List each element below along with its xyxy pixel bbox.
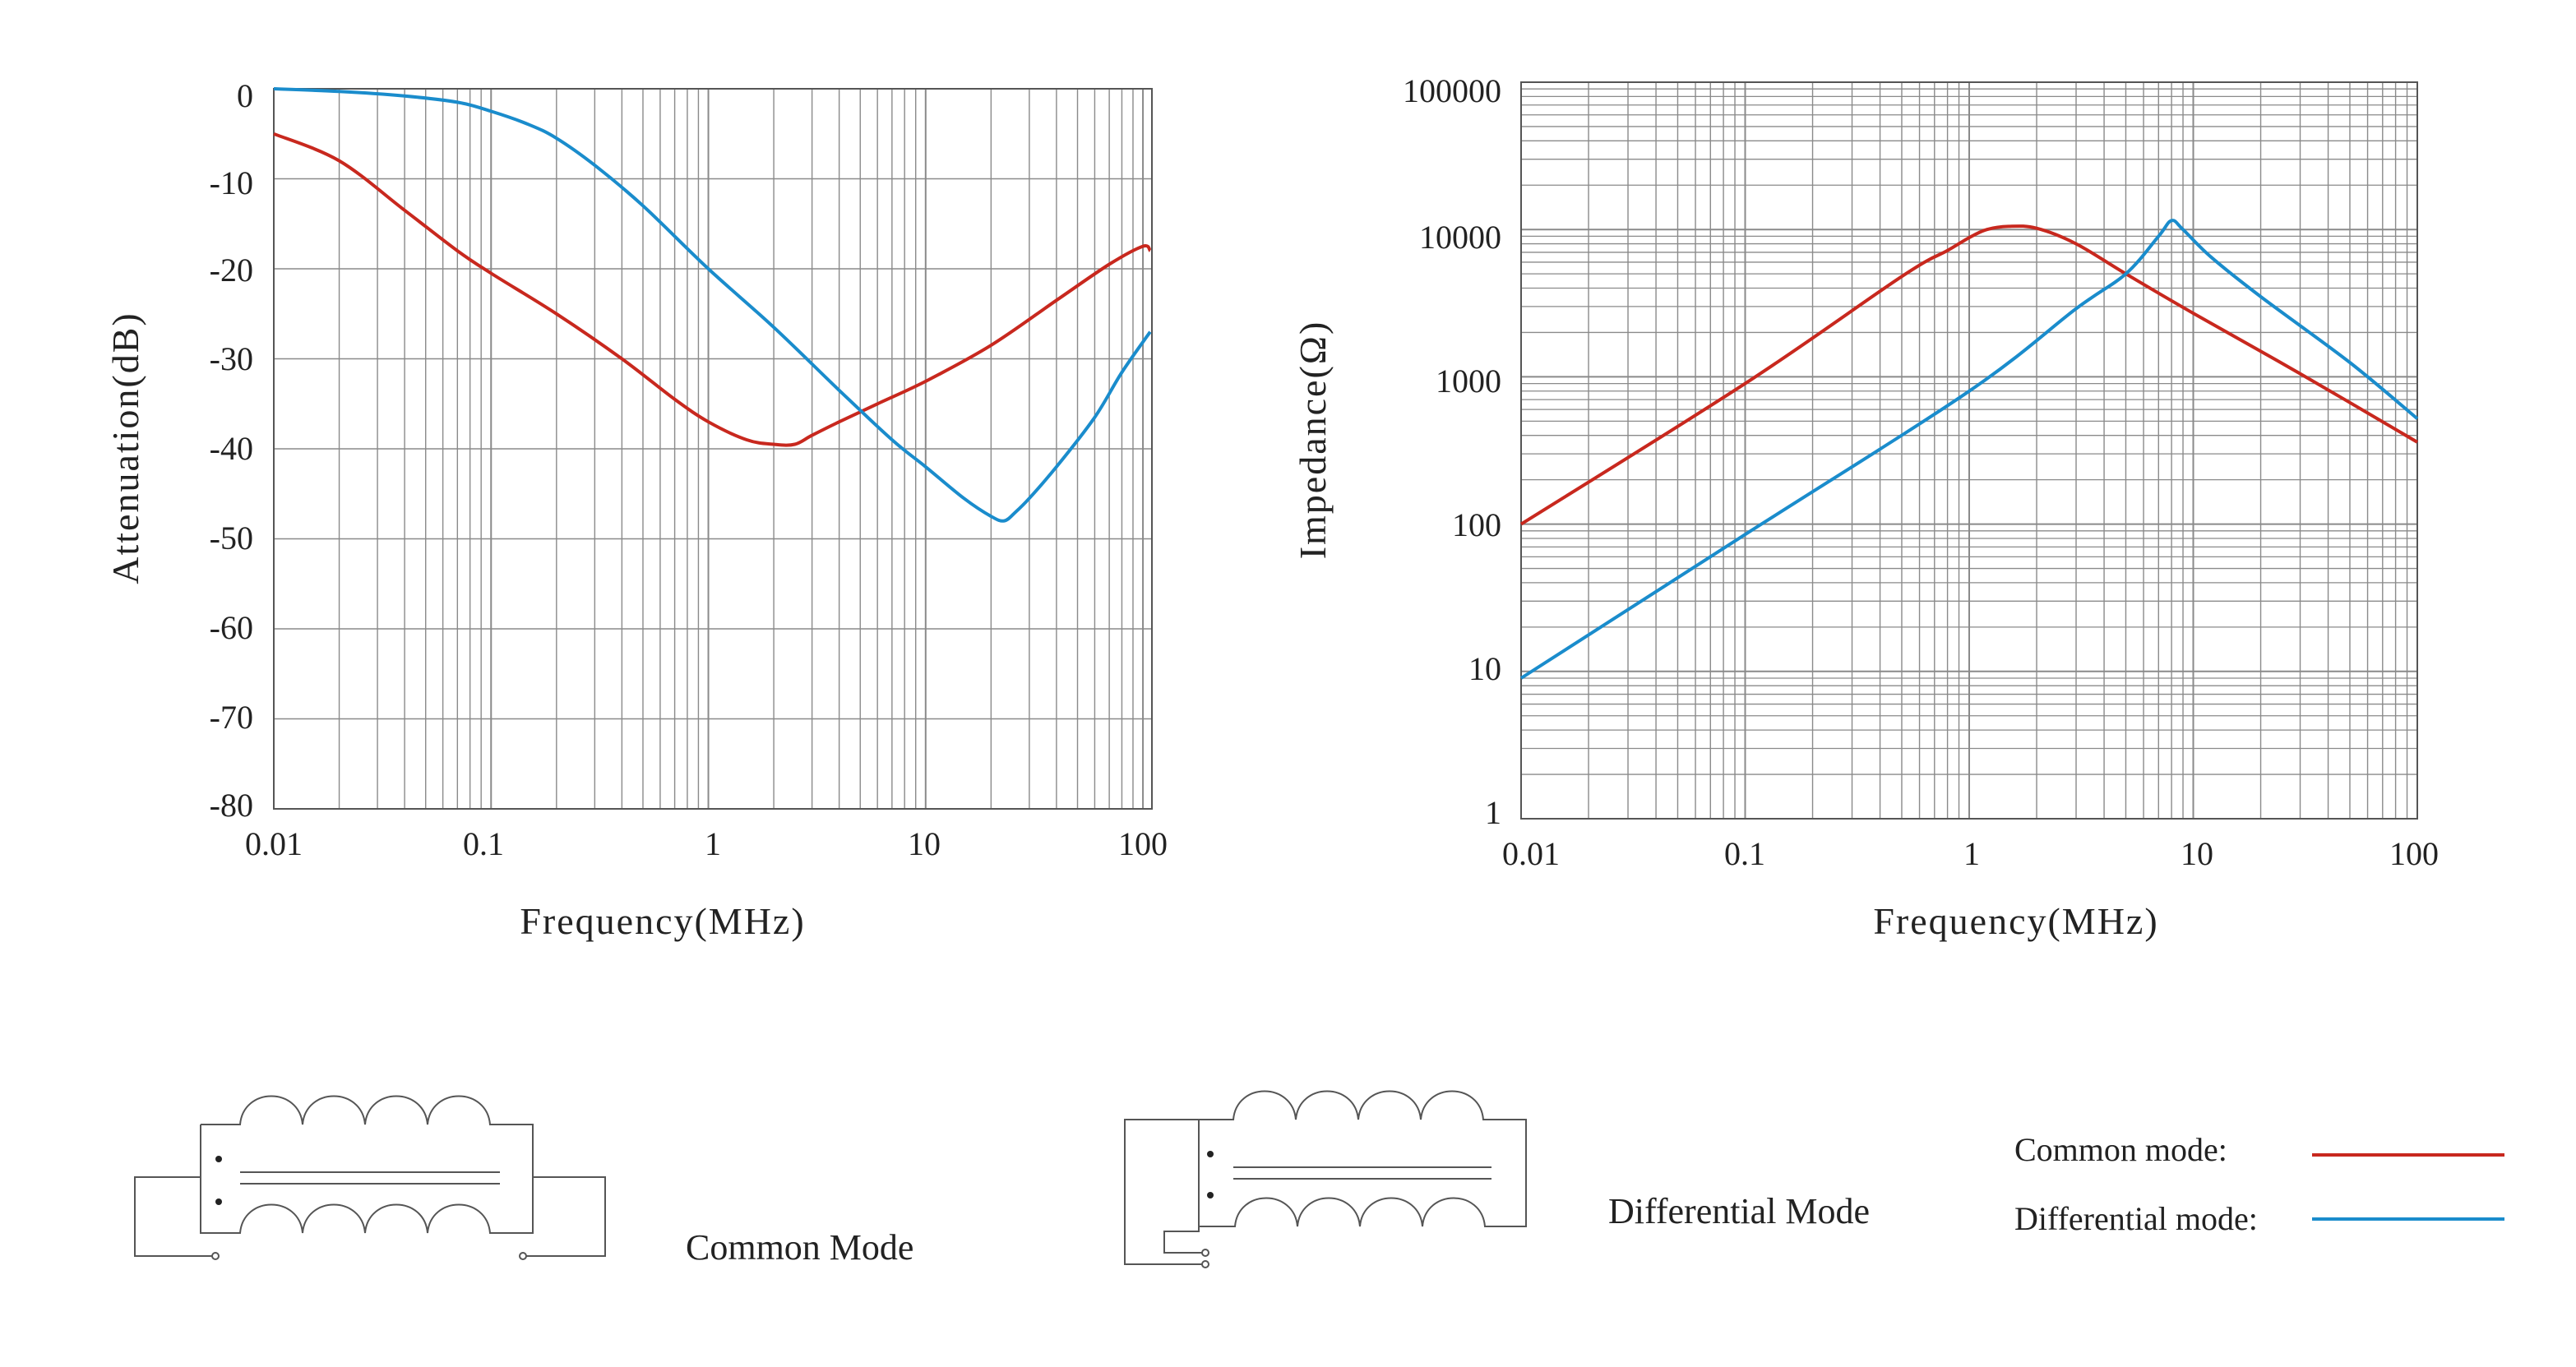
impedance-x-ticks: 0.01 0.1 1 10 100 [1502, 835, 2439, 872]
legend-label-common-mode: Common mode: [2014, 1131, 2227, 1168]
attenuation-x-axis-label: Frequency(MHz) [520, 900, 805, 942]
dm-windings [1198, 1090, 1527, 1227]
common-mode-attenuation-line [273, 132, 1152, 447]
common-mode-impedance-line [1519, 224, 2419, 526]
x-tick-label: 100 [2389, 835, 2439, 872]
dm-terminal [1201, 1249, 1209, 1257]
dm-lead-inner [1163, 1226, 1202, 1254]
impedance-plot-frame [1520, 81, 2418, 820]
differential-mode-impedance-line [1519, 219, 2419, 680]
y-tick-label: 100 [1452, 506, 1501, 543]
cm-winding-top [201, 1095, 606, 1257]
cm-polarity-dot [215, 1156, 222, 1162]
y-tick-label: -20 [210, 252, 253, 289]
attenuation-series [273, 87, 1152, 523]
impedance-series [1519, 219, 2419, 680]
y-tick-label: -70 [210, 699, 253, 736]
attenuation-x-ticks: 0.01 0.1 1 10 100 [245, 825, 1168, 862]
x-tick-label: 1 [705, 825, 721, 862]
y-tick-label: 100000 [1403, 72, 1501, 109]
common-mode-caption: Common Mode [686, 1227, 913, 1268]
impedance-y-axis-label: Impedance(Ω) [1292, 321, 1334, 560]
legend-label-differential-mode: Differential mode: [2014, 1200, 2258, 1237]
y-tick-label: 1000 [1436, 363, 1501, 399]
common-mode-schematic [134, 1095, 606, 1260]
impedance-chart: 0.01 0.1 1 10 100 100000 10000 1000 100 … [1292, 72, 2439, 942]
y-tick-label: -40 [210, 430, 253, 467]
cm-winding-bottom [200, 1177, 534, 1234]
dm-terminal [1201, 1260, 1209, 1268]
attenuation-y-axis-label: Attenuation(dB) [104, 312, 146, 584]
y-tick-label: -30 [210, 340, 253, 377]
x-tick-label: 10 [908, 825, 941, 862]
y-tick-label: 1 [1485, 794, 1501, 831]
y-tick-label: 10000 [1419, 219, 1501, 256]
x-tick-label: 1 [1963, 835, 1980, 872]
y-tick-label: -80 [210, 787, 253, 824]
dm-polarity-dot [1207, 1151, 1214, 1157]
cm-terminal [211, 1252, 220, 1260]
y-tick-label: 10 [1468, 650, 1501, 687]
attenuation-plot-frame [273, 88, 1153, 810]
impedance-x-axis-label: Frequency(MHz) [1873, 900, 2158, 942]
dm-polarity-dot [1207, 1192, 1214, 1198]
x-tick-label: 0.01 [1502, 835, 1560, 872]
x-tick-label: 10 [2181, 835, 2213, 872]
differential-mode-attenuation-line [273, 87, 1152, 523]
differential-mode-caption: Differential Mode [1608, 1191, 1870, 1231]
attenuation-chart: 0.01 0.1 1 10 100 0 -10 -20 -30 -40 -50 … [104, 77, 1168, 942]
y-tick-label: -60 [210, 609, 253, 646]
x-tick-label: 0.1 [463, 825, 504, 862]
attenuation-y-ticks: 0 -10 -20 -30 -40 -50 -60 -70 -80 [210, 77, 253, 824]
cm-terminal [519, 1252, 527, 1260]
cm-lead-left [134, 1125, 212, 1257]
x-tick-label: 0.1 [1724, 835, 1765, 872]
y-tick-label: 0 [237, 77, 253, 114]
cm-polarity-dot [215, 1198, 222, 1205]
differential-mode-schematic [1124, 1090, 1527, 1268]
dm-lead-outer [1124, 1119, 1202, 1265]
impedance-y-ticks: 100000 10000 1000 100 10 1 [1403, 72, 1501, 831]
impedance-grid [1521, 82, 2417, 819]
y-tick-label: -50 [210, 520, 253, 556]
legend: Common mode: Differential mode: [2014, 1131, 2504, 1237]
x-tick-label: 0.01 [245, 825, 303, 862]
x-tick-label: 100 [1118, 825, 1168, 862]
y-tick-label: -10 [210, 164, 253, 201]
attenuation-grid [274, 89, 1152, 809]
